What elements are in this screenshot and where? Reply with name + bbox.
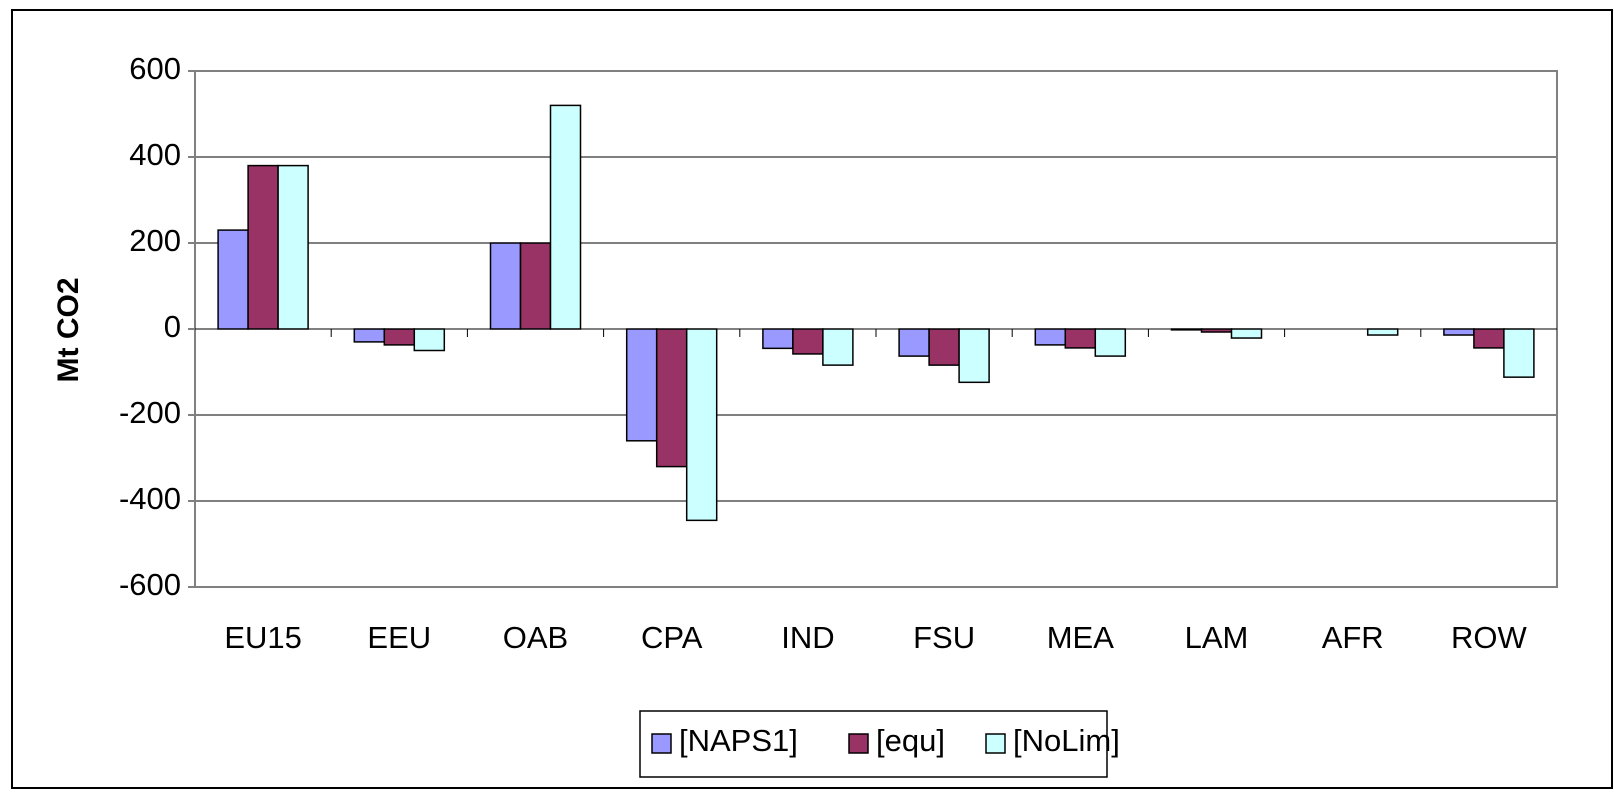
bar bbox=[655, 328, 688, 468]
bar bbox=[489, 242, 522, 330]
legend-label: [equ] bbox=[876, 723, 945, 758]
bar bbox=[1230, 328, 1263, 339]
bar bbox=[685, 328, 718, 522]
bar bbox=[217, 229, 249, 330]
legend-box bbox=[639, 710, 1108, 778]
bar bbox=[958, 328, 990, 384]
x-tick-label: LAM bbox=[1185, 620, 1249, 655]
bar bbox=[928, 328, 960, 366]
bar bbox=[1094, 328, 1127, 357]
bar bbox=[519, 242, 552, 330]
bar bbox=[898, 328, 930, 357]
bar bbox=[383, 328, 416, 346]
x-tick-label: FSU bbox=[913, 620, 975, 655]
x-tick-label: EU15 bbox=[224, 620, 302, 655]
bar bbox=[1366, 328, 1399, 336]
bar bbox=[1443, 328, 1475, 336]
bar bbox=[1064, 328, 1097, 349]
x-tick-label: MEA bbox=[1047, 620, 1115, 655]
x-tick-label: CPA bbox=[641, 620, 703, 655]
bar bbox=[277, 164, 309, 330]
legend-label: [NoLim] bbox=[1013, 723, 1120, 758]
legend-swatch bbox=[985, 733, 1006, 754]
y-axis-label: Mt CO2 bbox=[52, 278, 85, 383]
legend-swatch bbox=[848, 733, 869, 754]
bar bbox=[792, 328, 824, 355]
y-tick-label: 0 bbox=[164, 309, 181, 344]
bar bbox=[549, 104, 582, 330]
y-tick-label: -400 bbox=[119, 481, 181, 516]
bar bbox=[822, 328, 854, 366]
x-tick-label: EEU bbox=[367, 620, 431, 655]
x-tick-label: IND bbox=[781, 620, 834, 655]
legend-label: [NAPS1] bbox=[679, 723, 798, 758]
bar bbox=[413, 328, 446, 352]
bar bbox=[625, 328, 658, 442]
y-tick-label: 200 bbox=[129, 223, 181, 258]
bar bbox=[762, 328, 794, 350]
x-tick-label: OAB bbox=[503, 620, 568, 655]
x-tick-label: ROW bbox=[1451, 620, 1528, 655]
y-tick-label: -600 bbox=[119, 567, 181, 602]
bar bbox=[353, 328, 386, 343]
bar bbox=[1473, 328, 1505, 349]
bar bbox=[247, 164, 279, 330]
legend-swatch bbox=[651, 733, 672, 754]
chart-frame bbox=[11, 9, 1613, 789]
bar bbox=[1503, 328, 1535, 378]
y-tick-label: 600 bbox=[129, 51, 181, 86]
y-tick-label: 400 bbox=[129, 137, 181, 172]
x-tick-label: AFR bbox=[1322, 620, 1384, 655]
y-tick-label: -200 bbox=[119, 395, 181, 430]
bar bbox=[1034, 328, 1067, 346]
